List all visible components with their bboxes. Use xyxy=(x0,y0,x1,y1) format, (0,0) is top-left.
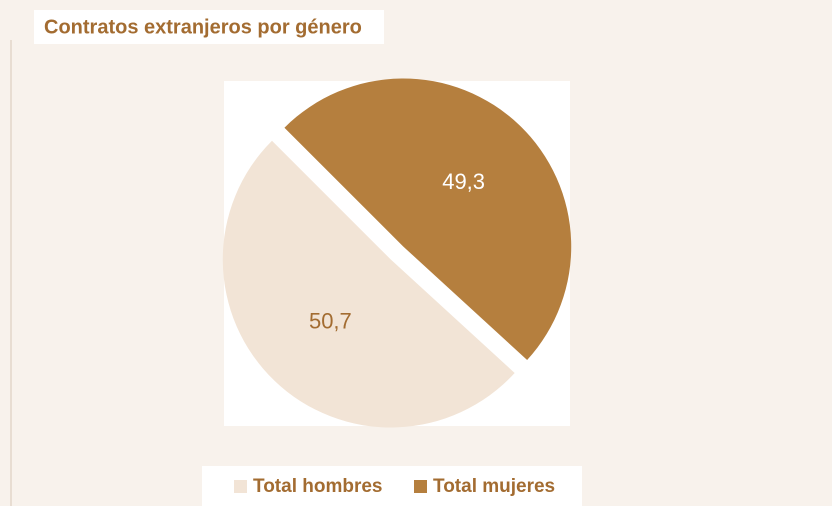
pie-slice xyxy=(222,140,515,428)
chart-title: Contratos extranjeros por género xyxy=(44,16,362,38)
title-box xyxy=(34,10,384,44)
legend-box xyxy=(202,466,582,506)
legend-label: Total hombres xyxy=(253,476,383,497)
pie-slice xyxy=(284,78,572,360)
legend-swatch xyxy=(414,480,427,493)
legend-label: Total mujeres xyxy=(433,476,555,497)
value-label: 49,3 xyxy=(442,169,485,194)
value-label: 50,7 xyxy=(309,308,352,333)
legend-swatch xyxy=(234,480,247,493)
